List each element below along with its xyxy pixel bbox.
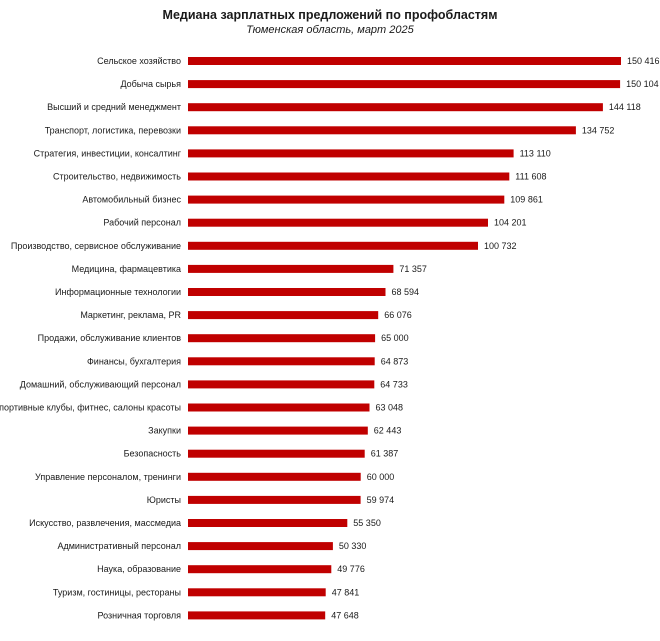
bar — [188, 195, 505, 204]
category-label: Стратегия, инвестиции, консалтинг — [34, 148, 182, 158]
bar — [188, 334, 376, 343]
value-label: 150 416 — [627, 56, 660, 66]
value-label: 59 974 — [367, 495, 395, 505]
value-label: 100 732 — [484, 241, 517, 251]
bar — [188, 149, 514, 158]
chart-subtitle: Тюменская область, март 2025 — [246, 24, 414, 36]
bar — [188, 611, 326, 620]
bar — [188, 264, 394, 273]
category-label: Транспорт, логистика, перевозки — [45, 125, 181, 135]
bar — [188, 357, 375, 366]
category-label: Туризм, гостиницы, рестораны — [53, 587, 181, 597]
bar — [188, 380, 375, 389]
value-label: 64 873 — [381, 356, 409, 366]
value-label: 65 000 — [381, 333, 409, 343]
value-label: 109 861 — [510, 195, 543, 205]
category-label: Медицина, фармацевтика — [72, 264, 181, 274]
value-label: 49 776 — [337, 564, 365, 574]
category-label: Розничная торговля — [98, 610, 182, 620]
bar — [188, 218, 488, 227]
value-label: 47 841 — [332, 587, 360, 597]
bar — [188, 565, 332, 574]
category-label: Наука, образование — [97, 564, 181, 574]
value-label: 62 443 — [374, 426, 402, 436]
bar — [188, 311, 379, 320]
category-label: Строительство, недвижимость — [53, 172, 181, 182]
value-label: 134 752 — [582, 125, 615, 135]
bar — [188, 241, 478, 250]
bar — [188, 288, 386, 296]
bar — [188, 403, 370, 412]
value-label: 47 648 — [331, 610, 359, 620]
category-label: Добыча сырья — [120, 79, 181, 89]
category-label: Продажи, обслуживание клиентов — [38, 333, 182, 343]
category-label: Закупки — [148, 426, 181, 436]
value-label: 55 350 — [353, 518, 381, 528]
category-label: Юристы — [147, 495, 181, 505]
category-label: Информационные технологии — [55, 287, 181, 297]
category-label: Спортивные клубы, фитнес, салоны красоты — [0, 403, 181, 413]
category-label: Маркетинг, реклама, PR — [80, 310, 181, 320]
category-label: Сельское хозяйство — [97, 56, 181, 66]
category-label: Производство, сервисное обслуживание — [11, 241, 181, 251]
bar — [188, 588, 326, 597]
bar — [188, 103, 603, 112]
value-label: 60 000 — [367, 472, 395, 482]
bar — [188, 495, 361, 504]
bar — [188, 172, 510, 181]
bar — [188, 449, 365, 458]
category-label: Рабочий персонал — [103, 218, 181, 228]
category-label: Финансы, бухгалтерия — [87, 356, 181, 366]
bar — [188, 426, 368, 435]
value-label: 50 330 — [339, 541, 367, 551]
value-label: 150 104 — [626, 79, 659, 89]
category-label: Домашний, обслуживающий персонал — [20, 379, 181, 389]
bar — [188, 472, 361, 481]
bar — [188, 57, 621, 65]
bar — [188, 542, 333, 551]
category-label: Административный персонал — [57, 541, 181, 551]
value-label: 63 048 — [376, 403, 404, 413]
category-label: Автомобильный бизнес — [82, 195, 181, 205]
bar — [188, 519, 348, 527]
bar — [188, 126, 576, 135]
category-label: Высший и средний менеджмент — [47, 102, 181, 112]
category-label: Управление персоналом, тренинги — [35, 472, 181, 482]
value-label: 104 201 — [494, 218, 527, 228]
value-label: 111 608 — [515, 172, 546, 182]
value-label: 113 110 — [520, 148, 551, 158]
value-label: 68 594 — [392, 287, 420, 297]
value-label: 71 357 — [399, 264, 427, 274]
value-label: 144 118 — [609, 102, 641, 112]
value-label: 66 076 — [384, 310, 412, 320]
category-label: Искусство, развлечения, массмедиа — [29, 518, 181, 528]
category-label: Безопасность — [124, 449, 182, 459]
value-label: 64 733 — [380, 379, 408, 389]
bar — [188, 80, 621, 89]
chart-title: Медиана зарплатных предложений по профоб… — [162, 8, 498, 22]
value-label: 61 387 — [371, 449, 399, 459]
